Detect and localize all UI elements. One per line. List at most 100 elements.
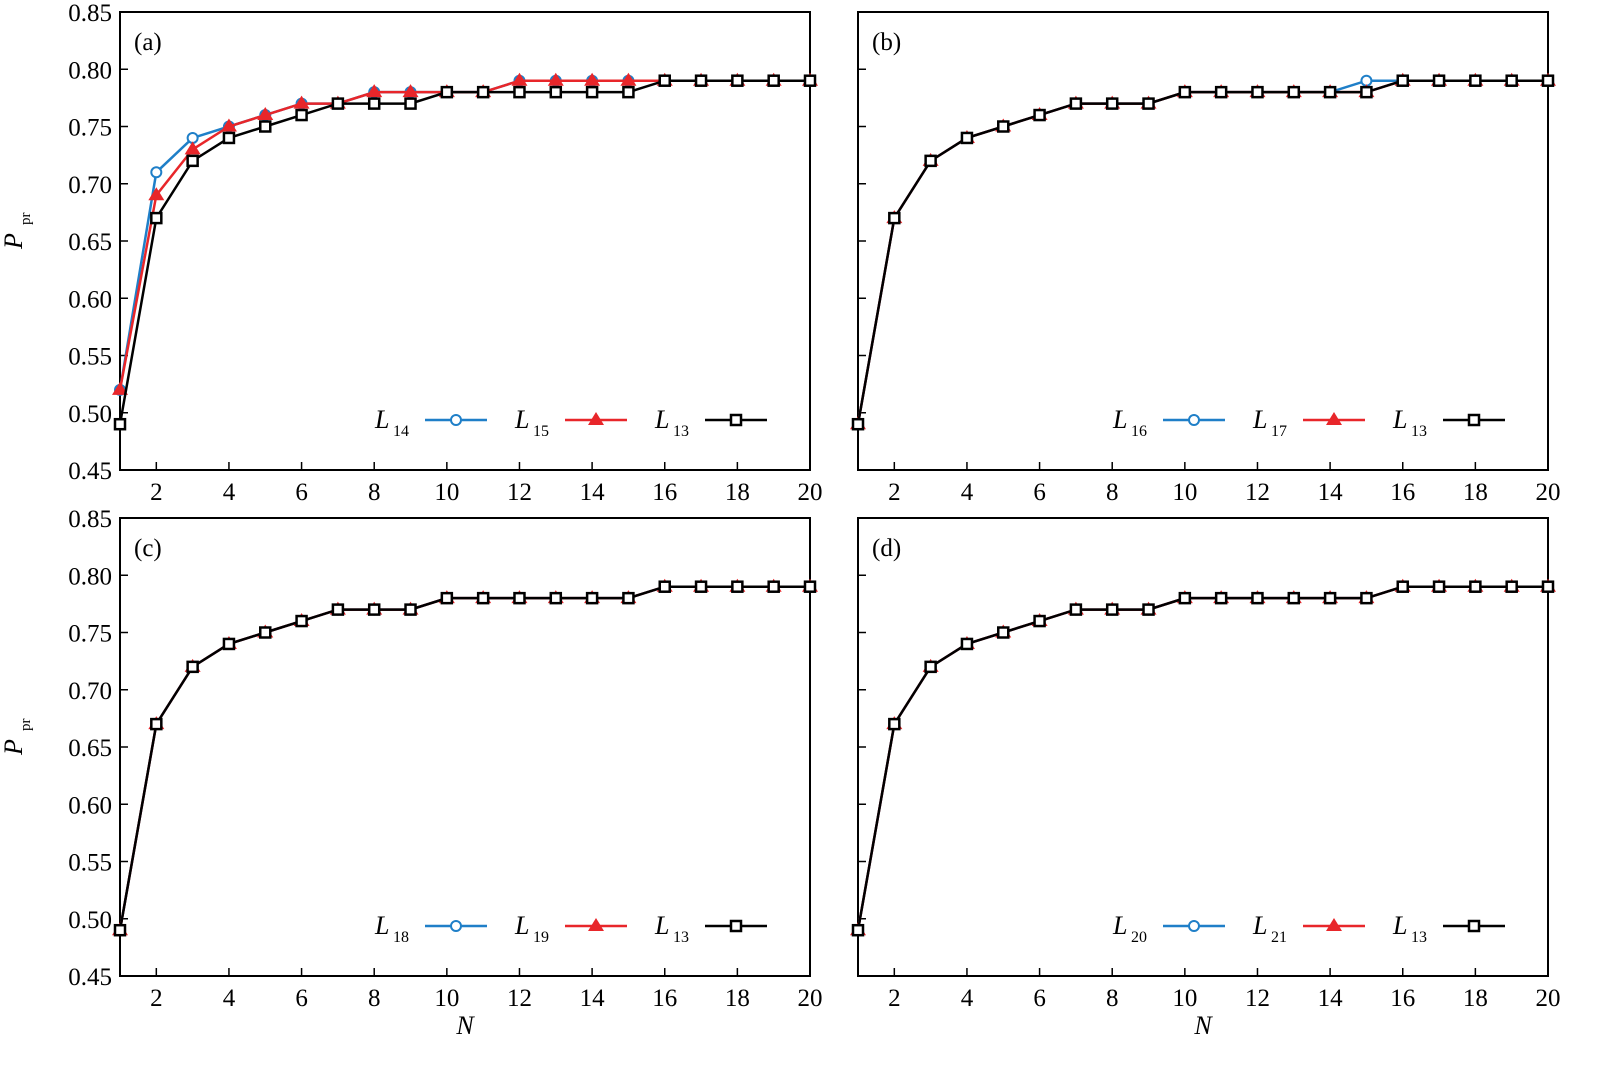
square-marker bbox=[1467, 413, 1481, 427]
legend-label-sub: 13 bbox=[673, 423, 689, 440]
series-L13 bbox=[851, 74, 1555, 431]
x-axis-label: N bbox=[1193, 1011, 1213, 1040]
legend-label: L bbox=[1112, 405, 1127, 434]
triangle-marker bbox=[257, 107, 274, 121]
x-tick-label: 16 bbox=[1390, 985, 1415, 1012]
legend-entry: L 13 bbox=[654, 405, 767, 440]
legend-entry: L 13 bbox=[1392, 911, 1505, 946]
triangle-marker bbox=[620, 72, 637, 86]
triangle-marker bbox=[112, 381, 128, 395]
x-tick-label: 2 bbox=[888, 985, 901, 1012]
x-tick-label: 8 bbox=[368, 479, 381, 506]
square-marker bbox=[622, 591, 635, 605]
square-marker bbox=[440, 591, 454, 605]
square-marker bbox=[729, 919, 743, 933]
legend-label-sub: 19 bbox=[533, 929, 549, 946]
x-tick-label: 18 bbox=[725, 985, 750, 1012]
square-marker bbox=[150, 211, 163, 225]
square-marker bbox=[1214, 591, 1228, 605]
square-marker bbox=[1251, 591, 1264, 605]
square-marker bbox=[1142, 97, 1155, 110]
x-tick-label: 10 bbox=[1172, 479, 1197, 506]
y-tick-label: 0.70 bbox=[68, 172, 112, 199]
series-L20 bbox=[852, 580, 1554, 937]
x-tick-label: 4 bbox=[961, 985, 974, 1012]
triangle-marker bbox=[184, 141, 201, 155]
series-L13 bbox=[113, 74, 817, 431]
square-marker bbox=[888, 211, 901, 225]
square-marker bbox=[767, 580, 780, 593]
y-tick-label: 0.75 bbox=[68, 115, 112, 142]
y-tick-label: 0.45 bbox=[68, 458, 112, 485]
square-marker bbox=[259, 120, 272, 133]
x-tick-label: 18 bbox=[1463, 479, 1488, 506]
triangle-marker bbox=[511, 72, 528, 86]
square-marker bbox=[1432, 74, 1446, 87]
square-marker bbox=[513, 85, 526, 99]
square-marker bbox=[1360, 85, 1373, 99]
x-tick-label: 20 bbox=[798, 985, 823, 1012]
series-L13 bbox=[113, 580, 817, 937]
series-L17 bbox=[850, 72, 1556, 430]
legend-label-sub: 13 bbox=[1411, 423, 1427, 440]
square-marker bbox=[331, 603, 345, 616]
x-tick-label: 20 bbox=[1536, 985, 1561, 1012]
circle-marker bbox=[1188, 920, 1200, 932]
y-tick-label: 0.65 bbox=[68, 735, 112, 762]
x-tick-label: 20 bbox=[798, 479, 823, 506]
x-tick-label: 6 bbox=[295, 479, 308, 506]
y-axis-label-sub: pr bbox=[18, 719, 34, 732]
triangle-marker bbox=[293, 95, 310, 109]
x-tick-label: 16 bbox=[652, 985, 677, 1012]
x-tick-label: 16 bbox=[1390, 479, 1415, 506]
square-marker bbox=[1142, 603, 1155, 616]
legend-label: L bbox=[514, 911, 529, 940]
series-L16 bbox=[852, 74, 1554, 431]
square-marker bbox=[1469, 580, 1482, 593]
square-marker bbox=[1251, 85, 1264, 99]
panel-label: (c) bbox=[134, 535, 162, 562]
square-marker bbox=[1541, 74, 1555, 87]
square-marker bbox=[888, 717, 901, 731]
x-tick-label: 20 bbox=[1536, 479, 1561, 506]
x-tick-label: 4 bbox=[223, 985, 236, 1012]
legend-entry: L 16 bbox=[1112, 405, 1225, 440]
x-tick-label: 2 bbox=[150, 479, 163, 506]
legend-label-sub: 16 bbox=[1131, 423, 1147, 440]
x-tick-label: 4 bbox=[223, 479, 236, 506]
square-marker bbox=[997, 626, 1010, 639]
panel-label: (b) bbox=[872, 29, 901, 56]
square-marker bbox=[767, 74, 780, 87]
y-tick-label: 0.80 bbox=[68, 57, 112, 84]
x-tick-label: 8 bbox=[1106, 985, 1119, 1012]
legend-label-sub: 15 bbox=[533, 423, 549, 440]
legend-label: L bbox=[374, 911, 389, 940]
square-marker bbox=[1287, 85, 1301, 99]
x-axis-label: N bbox=[455, 1011, 475, 1040]
legend-label-sub: 18 bbox=[393, 929, 409, 946]
square-marker bbox=[1505, 74, 1518, 87]
legend-entry: L 19 bbox=[514, 911, 627, 946]
x-tick-label: 12 bbox=[507, 479, 532, 506]
y-axis-label-text: P bbox=[0, 233, 28, 250]
square-marker bbox=[1541, 580, 1555, 593]
triangle-marker bbox=[1326, 918, 1342, 931]
square-marker bbox=[658, 74, 671, 87]
x-tick-label: 8 bbox=[1106, 479, 1119, 506]
square-marker bbox=[694, 74, 708, 87]
square-marker bbox=[1467, 919, 1481, 933]
square-marker bbox=[476, 85, 490, 99]
legend-label-sub: 17 bbox=[1271, 423, 1287, 440]
circle-marker bbox=[150, 166, 163, 179]
square-marker bbox=[513, 591, 526, 605]
square-marker bbox=[1396, 74, 1409, 87]
x-tick-label: 14 bbox=[1318, 985, 1344, 1012]
square-marker bbox=[404, 97, 417, 110]
x-tick-label: 14 bbox=[1318, 479, 1344, 506]
square-marker bbox=[295, 614, 308, 628]
legend-entry: L 21 bbox=[1252, 911, 1365, 946]
y-tick-label: 0.60 bbox=[68, 286, 112, 313]
square-marker bbox=[113, 417, 127, 431]
x-tick-label: 2 bbox=[888, 479, 901, 506]
panel-a: 2 4 6 8 10 12 14 16 18 20 0.45 0.50 0.55 0.60 0.65 0.70… bbox=[0, 0, 823, 506]
